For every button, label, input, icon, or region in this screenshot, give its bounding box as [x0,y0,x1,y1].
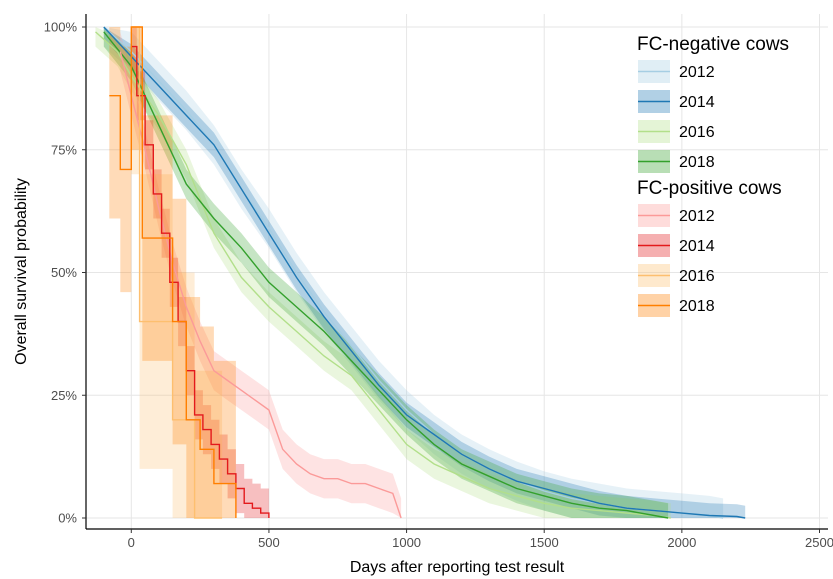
legend-title: FC-negative cows [637,34,789,55]
legend-label: 2018 [679,154,715,171]
x-tick-label: 1000 [392,535,421,550]
x-axis-title: Days after reporting test result [350,559,565,576]
x-tick-label: 1500 [530,535,559,550]
survival-curve-fc-negative-2014 [103,26,746,519]
legend-label: 2012 [679,208,715,225]
confidence-band-fc-positive-2016 [131,27,223,518]
survival-curve-fc-negative-2016 [95,31,671,519]
survival-curve-fc-positive-2016 [131,26,223,519]
confidence-band-fc-negative-2016 [95,27,671,518]
y-tick-label: 75% [51,142,77,157]
y-tick-label: 100% [44,20,78,35]
survival-curve-fc-negative-2018 [103,31,669,519]
axes [82,14,828,533]
survival-curve-fc-positive-2018 [109,26,237,518]
legend-label: 2012 [679,64,715,81]
survival-curve-fc-positive-2014 [131,45,270,518]
y-axis-title: Overall survival probability [13,178,30,365]
survival-curves [95,26,746,519]
legend-label: 2014 [679,238,715,255]
y-tick-label: 25% [51,388,77,403]
x-tick-label: 2000 [667,535,696,550]
y-tick-label: 50% [51,265,77,280]
legend-label: 2014 [679,94,715,111]
x-tick-label: 0 [128,535,135,550]
legend-label: 2018 [679,298,715,315]
x-tick-label: 500 [258,535,280,550]
legend: FC-negative cows 2012 2014 2016 2018 FC-posit… [637,34,789,317]
legend-title: FC-positive cows [637,178,782,199]
legend-label: 2016 [679,124,715,141]
tick-labels: 0 500 1000 1500 2000 2500 0% 25% 50% 75% 100% [44,20,833,551]
survival-curve-fc-positive-2012 [119,51,402,519]
confidence-band-fc-negative-2014 [103,27,746,518]
legend-label: 2016 [679,268,715,285]
x-tick-label: 2500 [805,535,833,550]
y-tick-label: 0% [58,511,77,526]
